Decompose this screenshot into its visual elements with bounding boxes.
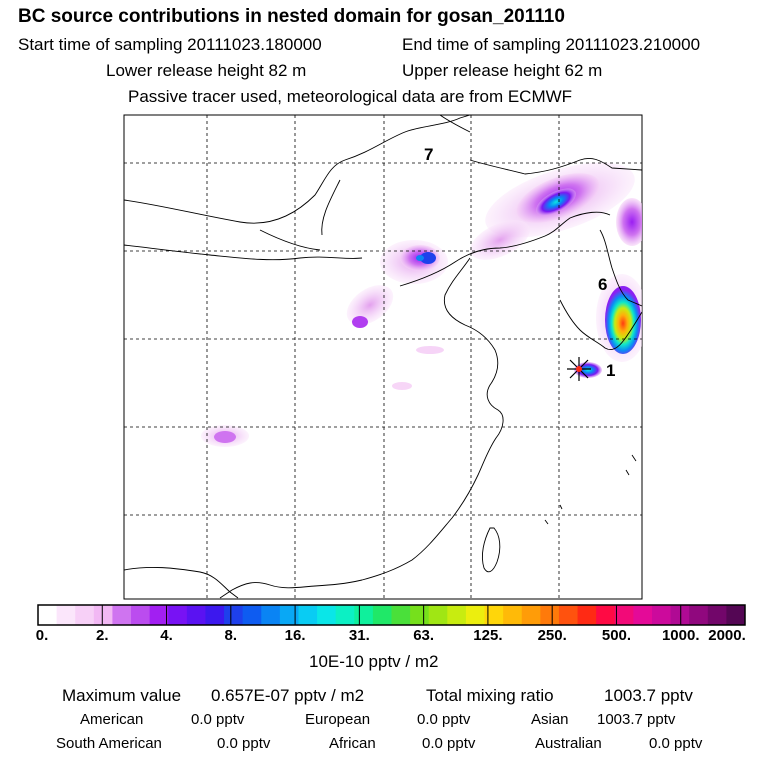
colorbar-cell	[38, 605, 58, 625]
colorbar-cell	[651, 605, 672, 625]
colorbar-cell	[614, 605, 634, 625]
region-label-6: 6	[598, 275, 607, 294]
colorbar-tick-label: 250.	[537, 627, 567, 644]
colorbar-cell	[131, 605, 151, 625]
colorbar-cell	[335, 605, 355, 625]
region-label-1: 1	[606, 361, 615, 380]
colorbar-cell	[372, 605, 392, 625]
coastlines	[124, 115, 642, 599]
colorbar-tick-label: 63.	[413, 627, 435, 644]
colorbar-cell	[391, 605, 411, 625]
receptor-marker-icon	[567, 357, 591, 381]
colorbar-tick-label: 31.	[348, 627, 370, 644]
source-asian-label: Asian	[531, 711, 569, 728]
colorbar-cell	[484, 605, 504, 625]
colorbar-cell	[224, 605, 244, 625]
source-african-label: African	[329, 735, 376, 752]
colorbar-cell	[540, 605, 560, 625]
colorbar-cell	[726, 605, 746, 625]
max-value-label: Maximum value	[62, 686, 182, 705]
source-european-label: European	[305, 711, 371, 728]
colorbar-tick-label: 125.	[473, 627, 503, 644]
colorbar-cell	[410, 605, 430, 625]
colorbar-cell	[633, 605, 653, 625]
colorbar-tick-label: 0.	[35, 627, 49, 644]
colorbar-cell	[521, 605, 541, 625]
colorbar-tick-label: 4.	[160, 627, 173, 644]
colorbar-cell	[558, 605, 579, 625]
source-australian-label: Australian	[535, 735, 602, 752]
plot-title: BC source contributions in nested domain…	[18, 6, 565, 27]
colorbar-cell	[707, 605, 727, 625]
colorbar-cell	[428, 605, 448, 625]
max-value: 0.657E-07 pptv / m2	[211, 686, 365, 705]
upper-release-height-label: Upper release height 62 m	[402, 61, 603, 80]
colorbar-tick-label: 500.	[601, 627, 632, 644]
lower-release-height-label: Lower release height 82 m	[106, 61, 307, 80]
source-american-label: American	[80, 711, 144, 728]
colorbar	[37, 604, 746, 626]
end-time-label: End time of sampling 20111023.210000	[402, 35, 701, 54]
colorbar-cell	[112, 605, 132, 625]
colorbar-cell	[670, 605, 690, 625]
source-american-value: 0.0 pptv	[191, 711, 245, 728]
colorbar-cell	[447, 605, 467, 625]
colorbar-tick-label: 8.	[224, 627, 238, 644]
colorbar-tick-label: 2000.	[708, 627, 746, 644]
colorbar-cell	[93, 605, 113, 625]
source-australian-value: 0.0 pptv	[649, 735, 703, 752]
colorbar-cell	[577, 605, 597, 625]
colorbar-cell	[261, 605, 281, 625]
colorbar-cell	[503, 605, 523, 625]
total-mixing-label: Total mixing ratio	[426, 686, 554, 705]
colorbar-tick-label: 16.	[284, 627, 306, 644]
colorbar-cell	[149, 605, 169, 625]
colorbar-cell	[317, 605, 337, 625]
colorbar-cell	[465, 605, 486, 625]
source-south-american-label: South American	[56, 735, 162, 752]
total-mixing-value: 1003.7 pptv	[604, 686, 693, 705]
colorbar-cell	[75, 605, 95, 625]
colorbar-cell	[242, 605, 262, 625]
start-time-label: Start time of sampling 20111023.180000	[18, 35, 322, 54]
colorbar-unit: 10E-10 pptv / m2	[309, 652, 439, 671]
colorbar-cell	[279, 605, 299, 625]
colorbar-cell	[168, 605, 188, 625]
source-european-value: 0.0 pptv	[417, 711, 471, 728]
colorbar-cell	[56, 605, 76, 625]
colorbar-cell	[298, 605, 318, 625]
source-asian-value: 1003.7 pptv	[597, 711, 676, 728]
colorbar-cell	[186, 605, 206, 625]
colorbar-cell	[354, 605, 374, 625]
source-african-value: 0.0 pptv	[422, 735, 476, 752]
region-label-7: 7	[424, 145, 433, 164]
colorbar-outline	[37, 604, 746, 626]
colorbar-cell	[689, 605, 709, 625]
map-content	[124, 115, 642, 599]
colorbar-tick-label: 2.	[96, 627, 109, 644]
colorbar-cell	[205, 605, 225, 625]
colorbar-tick-label: 1000.	[661, 627, 700, 644]
colorbar-cell	[596, 605, 616, 625]
lat-lon-grid	[124, 115, 642, 599]
source-south-american-value: 0.0 pptv	[217, 735, 271, 752]
tracer-note: Passive tracer used, meteorological data…	[128, 87, 573, 106]
